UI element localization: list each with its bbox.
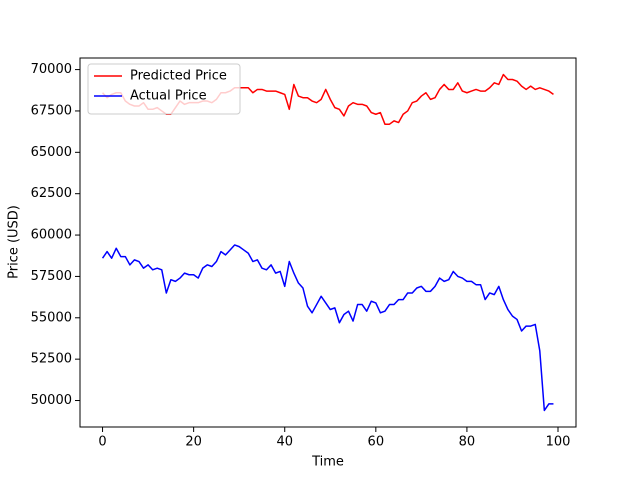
x-tick-label: 0: [98, 435, 106, 450]
x-tick-label: 60: [368, 435, 385, 450]
y-axis-label: Price (USD): [7, 205, 22, 279]
y-tick-label: 60000: [31, 228, 72, 243]
legend-label: Predicted Price: [130, 69, 227, 84]
x-tick-label: 100: [546, 435, 571, 450]
x-tick-label: 20: [185, 435, 202, 450]
y-tick-label: 70000: [31, 62, 72, 77]
y-tick-label: 55000: [31, 310, 72, 325]
y-tick-label: 67500: [31, 103, 72, 118]
x-tick-label: 40: [276, 435, 293, 450]
y-tick-label: 62500: [31, 186, 72, 201]
x-axis-label: Time: [311, 455, 344, 470]
y-tick-label: 65000: [31, 145, 72, 160]
legend-box: [87, 63, 241, 115]
y-tick-label: 50000: [31, 393, 72, 408]
plot-frame: [79, 57, 577, 428]
x-tick-label: 80: [459, 435, 476, 450]
y-tick-label: 52500: [31, 352, 72, 367]
y-tick-label: 57500: [31, 269, 72, 284]
series-line: [101, 244, 554, 412]
legend-label: Actual Price: [130, 89, 207, 104]
